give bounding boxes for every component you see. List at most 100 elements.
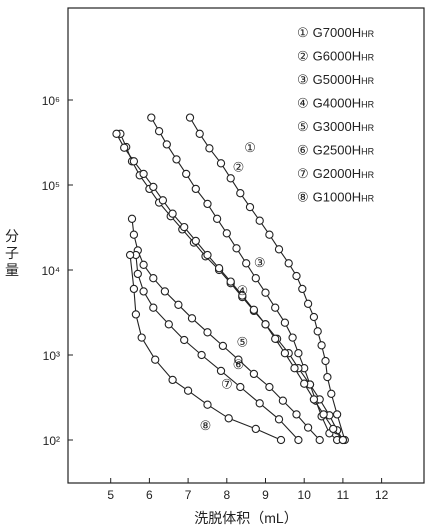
data-point: [303, 423, 313, 432]
y-tick-label: 10⁴: [41, 264, 60, 278]
legend-sub: HR: [361, 76, 374, 86]
data-point: [284, 259, 293, 268]
series-line: [135, 254, 299, 441]
data-point: [191, 236, 200, 246]
legend-sub: HR: [361, 147, 374, 157]
data-point: [168, 209, 177, 218]
data-point: [172, 155, 181, 164]
data-point: [183, 386, 193, 395]
x-tick-label: 5: [107, 488, 114, 502]
data-point: [317, 341, 326, 350]
data-point: [242, 259, 251, 268]
data-point: [131, 310, 141, 319]
legend-sub: HR: [361, 194, 374, 204]
data-point: [133, 269, 142, 279]
data-point: [236, 382, 245, 392]
series-line: [131, 218, 321, 441]
data-point: [182, 169, 191, 179]
data-point: [195, 129, 204, 138]
data-point: [265, 230, 274, 239]
data-point: [300, 379, 309, 388]
x-tick-label: 12: [375, 488, 389, 502]
series-marker-label: ④: [236, 283, 248, 298]
data-point: [245, 202, 255, 212]
series-1: [185, 113, 349, 445]
data-point: [255, 399, 264, 408]
data-point: [290, 364, 299, 373]
data-point: [149, 274, 158, 283]
series-5: [127, 214, 324, 445]
data-point: [329, 424, 338, 434]
data-point: [212, 214, 222, 223]
data-point: [203, 250, 212, 260]
x-tick-label: 9: [262, 488, 269, 502]
data-point: [292, 271, 301, 281]
data-point: [309, 312, 319, 322]
data-point: [238, 291, 247, 300]
data-point: [261, 320, 270, 329]
data-point: [151, 355, 160, 364]
series-marker-label: ⑤: [236, 334, 248, 349]
legend-name: G2500H: [313, 143, 361, 158]
legend-marker: ⑦: [297, 166, 309, 181]
data-point: [218, 341, 228, 351]
data-point: [321, 356, 330, 366]
data-point: [139, 169, 148, 179]
y-tick-label: 10²: [43, 434, 60, 448]
data-point: [303, 299, 313, 308]
x-axis-label: 洗脱体积（mL）: [194, 510, 297, 526]
legend-name: G7000H: [313, 25, 361, 40]
legend-item: ③ G5000HHR: [297, 72, 375, 87]
legend-name: G5000H: [313, 72, 361, 87]
data-point: [236, 189, 245, 198]
data-point: [160, 287, 170, 296]
data-point: [214, 264, 224, 273]
data-point: [112, 129, 121, 138]
data-point: [203, 199, 212, 209]
data-point: [313, 327, 322, 336]
data-point: [139, 260, 148, 269]
data-point: [226, 174, 235, 183]
data-point: [294, 435, 303, 445]
data-point: [280, 318, 290, 327]
data-point: [249, 369, 259, 379]
legend-sub: HR: [361, 29, 374, 39]
data-point: [180, 335, 189, 345]
data-point: [327, 389, 336, 398]
data-point: [197, 350, 206, 360]
data-point: [261, 288, 270, 297]
data-point: [319, 410, 328, 419]
data-point: [203, 328, 212, 337]
series-marker-label: ②: [233, 160, 245, 175]
legend-name: G3000H: [313, 119, 361, 134]
legend-sub: HR: [361, 123, 374, 133]
plot-frame: [67, 7, 425, 484]
data-point: [154, 127, 164, 136]
legend-name: G2000H: [313, 166, 361, 181]
legend-item: ⑤ G3000HHR: [297, 119, 375, 134]
legend-marker: ②: [297, 49, 309, 64]
legend-item: ② G6000HHR: [297, 49, 375, 64]
series-4: [112, 129, 348, 445]
data-point: [205, 144, 214, 153]
legend-name: G6000H: [313, 49, 361, 64]
data-point: [224, 414, 233, 423]
data-point: [280, 349, 290, 358]
legend-marker: ④: [297, 96, 309, 111]
data-point: [216, 159, 226, 168]
series-marker-label: ①: [244, 140, 256, 155]
data-point: [125, 250, 135, 260]
data-point: [323, 372, 332, 382]
series-marker-label: ③: [254, 255, 266, 270]
data-point: [187, 314, 197, 323]
data-point: [315, 435, 324, 445]
series-7: [125, 250, 286, 445]
data-point: [338, 435, 348, 445]
data-point: [249, 305, 259, 314]
data-point: [288, 333, 297, 342]
marker-labels: ① ② ③④ ⑤ ⑥⑦ ⑧: [200, 140, 266, 433]
x-tick-label: 6: [146, 488, 153, 502]
data-point: [129, 157, 139, 166]
